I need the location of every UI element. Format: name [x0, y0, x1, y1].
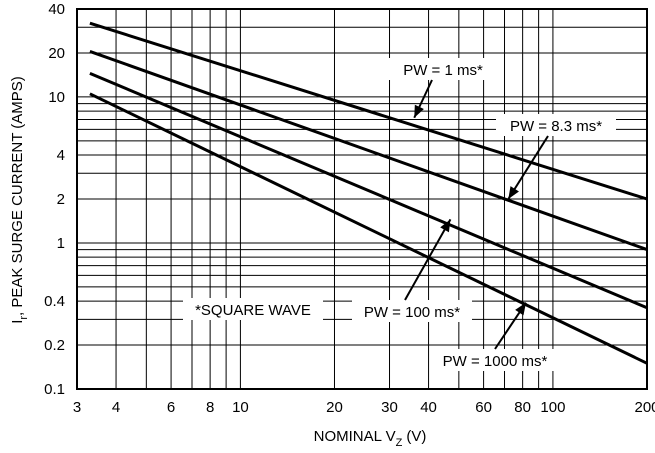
x-tick-label: 40: [420, 399, 437, 416]
grid: [76, 8, 648, 390]
x-axis-label-sub: Z: [396, 437, 403, 449]
y-axis-label: Ir, PEAK SURGE CURRENT (AMPS): [9, 76, 30, 324]
tick-labels: 3 4 6 8 10 20 30 40 60 80 100 200 0.1 0.2 0.4 1 2 4 10 20 40: [44, 1, 655, 416]
x-axis-label-main: NOMINAL V: [314, 428, 396, 445]
annotation-label: PW = 8.3 ms*: [510, 118, 602, 135]
y-tick-label: 0.1: [44, 381, 65, 398]
x-axis-label-unit: (V): [406, 428, 426, 445]
annotation-sq: *SQUARE WAVE: [183, 298, 323, 320]
y-tick-label: 4: [57, 147, 65, 164]
annotation-label: *SQUARE WAVE: [195, 302, 311, 319]
x-tick-label: 80: [514, 399, 531, 416]
annotation-layer: PW = 1 ms* PW = 8.3 ms* PW = 100 ms* PW = 1…: [183, 58, 616, 371]
x-tick-label: 6: [167, 399, 175, 416]
x-tick-label: 4: [112, 399, 120, 416]
x-tick-label: 60: [475, 399, 492, 416]
x-tick-label: 20: [326, 399, 343, 416]
annotation-label: PW = 100 ms*: [364, 304, 460, 321]
annotation-background: [352, 300, 472, 322]
series-line: [89, 21, 648, 201]
y-tick-label: 0.2: [44, 337, 65, 354]
y-axis-label-rest: , PEAK SURGE CURRENT (AMPS): [9, 76, 26, 316]
annotation-arrow-head: [515, 302, 526, 316]
y-tick-label: 10: [48, 89, 65, 106]
annotation-arrow-head: [440, 219, 451, 233]
series-line: [89, 92, 648, 365]
y-tick-label: 20: [48, 45, 65, 62]
annotation-arrow-head: [508, 186, 519, 199]
x-tick-label: 8: [206, 399, 214, 416]
annotation-pw1000: PW = 1000 ms*: [430, 302, 560, 371]
annotation-background: [496, 114, 616, 136]
annotation-label: PW = 1 ms*: [403, 62, 483, 79]
annotation-background: [430, 349, 560, 371]
annotation-arrow-line: [507, 135, 549, 200]
x-tick-label: 200: [634, 399, 655, 416]
annotation-pw1: PW = 1 ms*: [388, 58, 498, 119]
series-layer: [89, 21, 648, 365]
x-tick-label: 3: [73, 399, 81, 416]
annotation-background: [183, 298, 323, 320]
annotation-arrow-line: [404, 218, 452, 301]
y-tick-label: 2: [57, 191, 65, 208]
annotation-pw83: PW = 8.3 ms*: [496, 114, 616, 200]
x-tick-label: 10: [232, 399, 249, 416]
x-tick-label: 30: [381, 399, 398, 416]
x-axis-label: NOMINAL VZ (V): [314, 428, 427, 449]
series-line: [89, 49, 648, 252]
y-axis-label-sub: r: [18, 316, 30, 320]
annotation-background: [388, 58, 498, 80]
y-tick-label: 40: [48, 1, 65, 18]
y-tick-label: 0.4: [44, 293, 65, 310]
x-tick-label: 100: [540, 399, 565, 416]
series-line: [89, 72, 648, 310]
annotation-pw100: PW = 100 ms*: [352, 218, 472, 322]
y-tick-label: 1: [57, 235, 65, 252]
annotation-label: PW = 1000 ms*: [443, 353, 548, 370]
y-axis-label-main: I: [9, 320, 26, 324]
annotation-arrow-head: [414, 104, 424, 118]
